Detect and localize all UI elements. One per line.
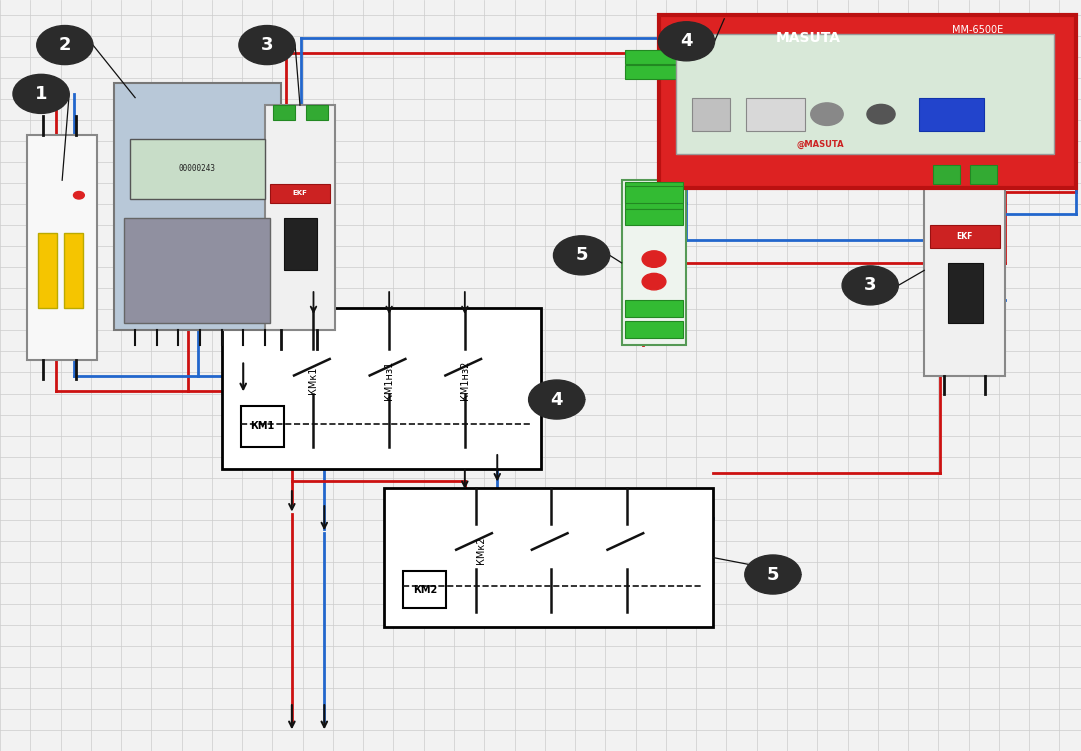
Text: @MASUTA: @MASUTA (797, 140, 844, 149)
Bar (692, 98, 730, 131)
Bar (659, 15, 1076, 188)
Bar (130, 139, 265, 199)
Circle shape (529, 380, 585, 419)
Bar (625, 209, 683, 225)
Bar (273, 105, 295, 120)
Bar (27, 135, 97, 360)
Bar (64, 233, 83, 308)
Bar (746, 98, 805, 131)
Text: 3: 3 (261, 36, 273, 54)
Bar (270, 184, 330, 203)
Bar (114, 83, 281, 330)
Text: КМ1нз2: КМ1нз2 (459, 361, 470, 400)
Bar (284, 218, 317, 270)
Text: 4: 4 (680, 32, 693, 50)
Bar (622, 180, 686, 345)
Bar (948, 263, 983, 323)
Text: 4: 4 (550, 391, 563, 409)
Bar (625, 186, 683, 203)
Text: 3: 3 (864, 276, 877, 294)
Bar (38, 233, 57, 308)
Text: EKF: EKF (957, 232, 973, 241)
Bar (970, 165, 997, 184)
Text: 1: 1 (35, 85, 48, 103)
Circle shape (658, 22, 715, 61)
Bar (124, 218, 270, 323)
Bar (919, 98, 984, 131)
Text: КМ2: КМ2 (413, 584, 437, 595)
Circle shape (867, 104, 895, 124)
Circle shape (642, 273, 666, 290)
Circle shape (642, 251, 666, 267)
Text: MM-6500E: MM-6500E (952, 25, 1003, 35)
Text: 00000243: 00000243 (178, 164, 216, 173)
Text: MASUTA: MASUTA (776, 31, 841, 44)
Text: КМ1нз1: КМ1нз1 (384, 361, 395, 400)
Bar (625, 50, 683, 64)
Circle shape (13, 74, 69, 113)
Circle shape (745, 555, 801, 594)
Bar (625, 182, 683, 195)
Bar (265, 105, 335, 330)
Bar (625, 321, 683, 338)
Text: 5: 5 (575, 246, 588, 264)
Bar (676, 34, 1054, 154)
Text: 5: 5 (766, 566, 779, 584)
Bar (930, 225, 1000, 248)
Circle shape (842, 266, 898, 305)
Bar (384, 488, 713, 627)
Bar (625, 65, 683, 79)
Bar (933, 165, 960, 184)
Bar (625, 300, 683, 317)
Bar (222, 308, 540, 469)
Circle shape (553, 236, 610, 275)
Bar (625, 195, 683, 209)
Circle shape (74, 192, 84, 199)
Circle shape (239, 26, 295, 65)
Circle shape (37, 26, 93, 65)
Text: КМ1: КМ1 (251, 421, 275, 431)
Bar (306, 105, 328, 120)
Text: 2: 2 (58, 36, 71, 54)
Bar (403, 571, 446, 608)
Bar (924, 165, 1005, 376)
Text: КМк2: КМк2 (476, 537, 486, 565)
Bar (241, 406, 284, 447)
Text: КМк1: КМк1 (308, 367, 319, 394)
Circle shape (811, 103, 843, 125)
Text: EKF: EKF (293, 190, 307, 196)
